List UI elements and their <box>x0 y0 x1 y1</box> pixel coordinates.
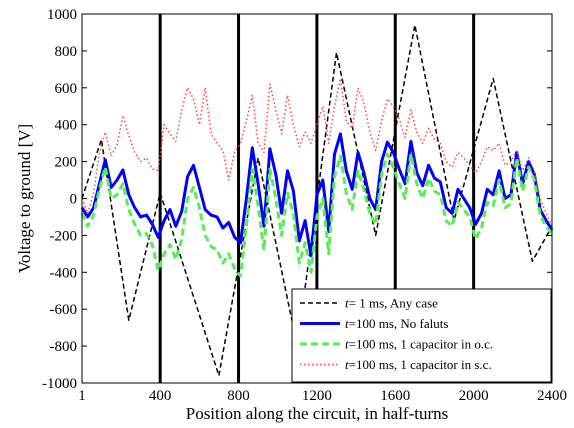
y-tick-label-0: -1000 <box>42 376 77 392</box>
legend-entry-3: t=100 ms, 1 capacitor in s.c. <box>345 357 492 372</box>
x-axis-label: Position along the circuit, in half-turn… <box>186 404 449 423</box>
x-tick-label-1: 400 <box>149 388 172 404</box>
x-tick-label-5: 2000 <box>459 388 489 404</box>
y-tick-label-8: 600 <box>55 81 78 97</box>
y-tick-label-7: 400 <box>55 118 78 134</box>
legend-entry-2: t=100 ms, 1 capacitor in o.c. <box>345 337 493 352</box>
legend: t= 1 ms, Any case t=100 ms, No faluts t=10… <box>292 289 551 382</box>
y-tick-label-6: 200 <box>55 155 78 171</box>
y-tick-label-10: 1000 <box>47 7 77 23</box>
y-tick-label-9: 800 <box>55 44 78 60</box>
y-axis-label: Voltage to ground [V] <box>15 124 34 273</box>
legend-entry-1: t=100 ms, No faluts <box>345 316 448 331</box>
y-tick-label-4: -200 <box>50 228 78 244</box>
y-tick-label-3: -400 <box>50 265 78 281</box>
x-tick-label-4: 1600 <box>380 388 410 404</box>
y-tick-label-5: 0 <box>70 192 78 208</box>
x-tick-label-6: 2400 <box>537 388 567 404</box>
y-tick-label-1: -800 <box>50 339 78 355</box>
legend-entry-0: t= 1 ms, Any case <box>345 296 438 311</box>
y-tick-label-2: -600 <box>50 302 78 318</box>
x-tick-label-0: 1 <box>78 388 86 404</box>
x-tick-label-2: 800 <box>227 388 250 404</box>
x-tick-label-3: 1200 <box>302 388 332 404</box>
